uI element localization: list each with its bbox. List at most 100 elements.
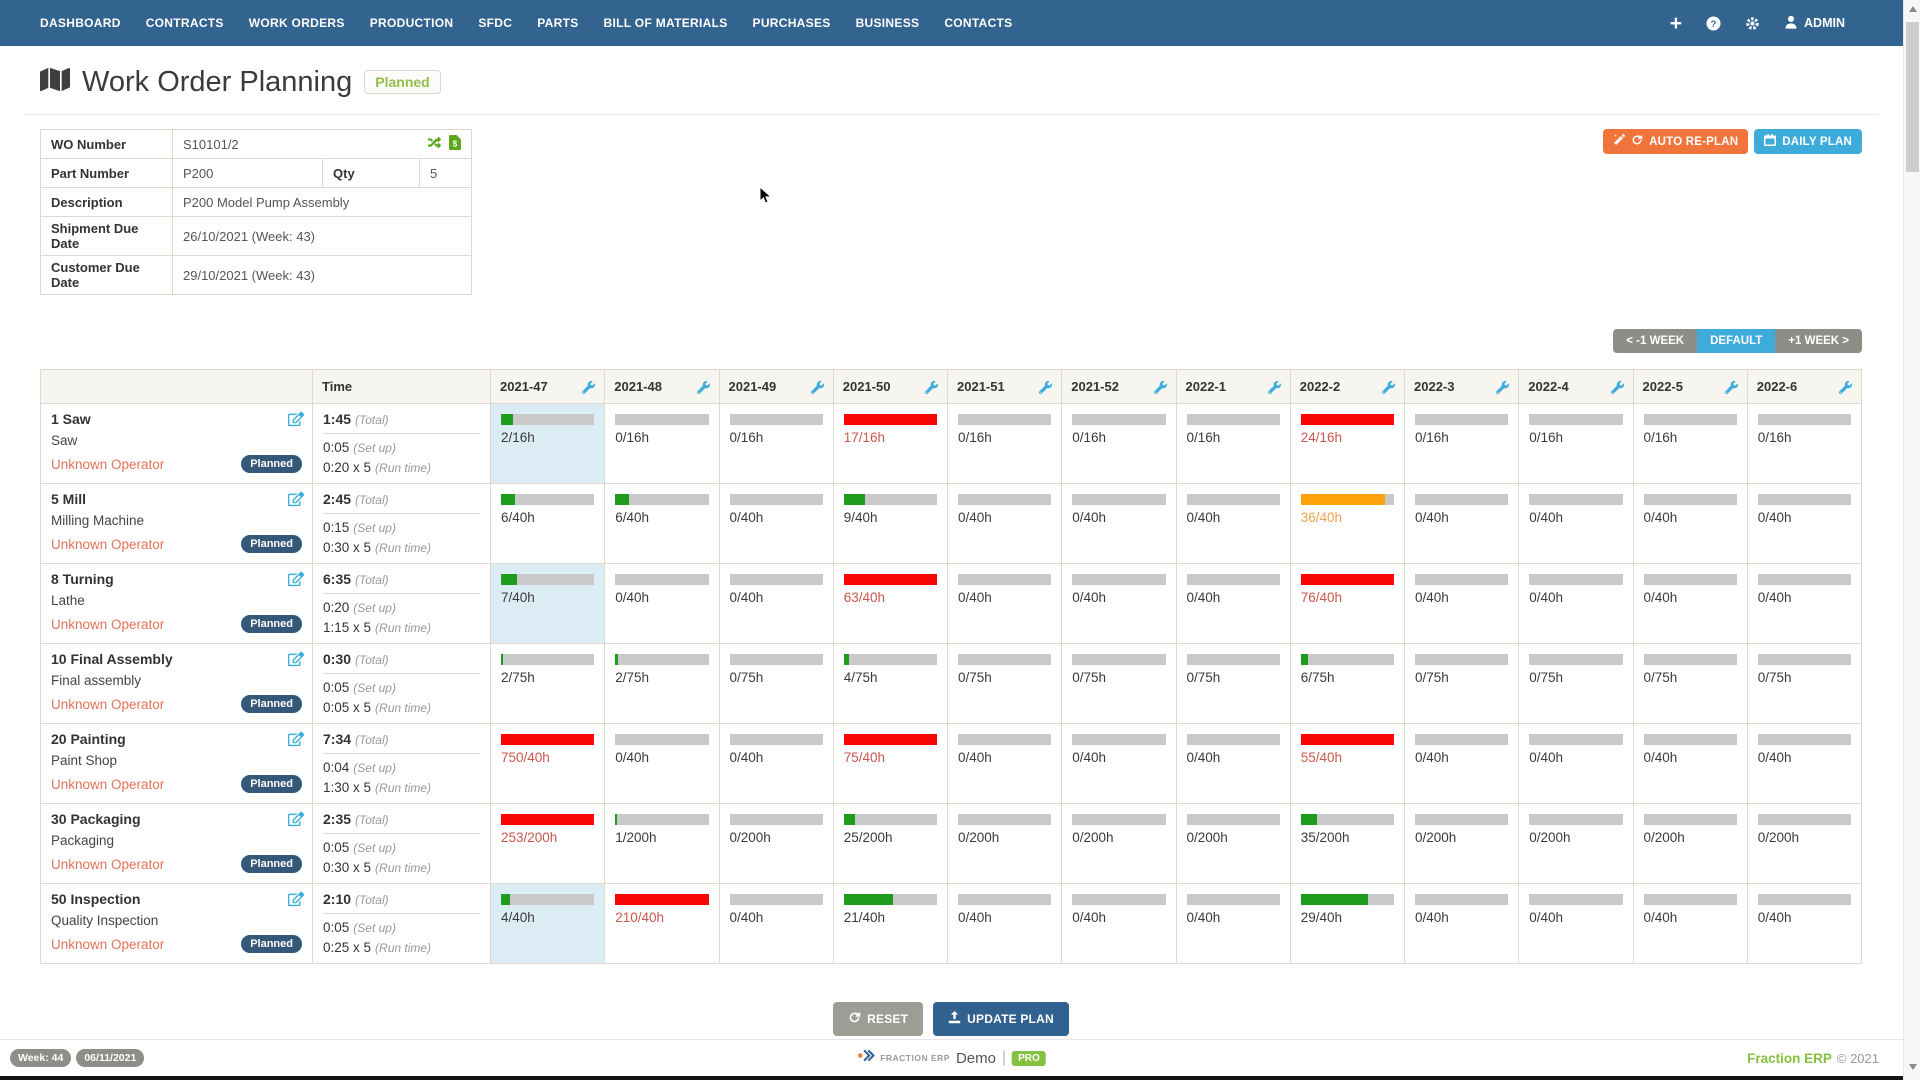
load-cell-10-final-assembly-2022-2[interactable]: 6/75h [1289,643,1406,724]
wrench-icon[interactable] [1039,381,1053,394]
load-cell-10-final-assembly-2021-51[interactable]: 0/75h [946,643,1063,724]
load-cell-20-painting-2021-51[interactable]: 0/40h [946,723,1063,804]
load-cell-50-inspection-2022-2[interactable]: 29/40h [1289,883,1406,964]
load-cell-20-painting-2021-49[interactable]: 0/40h [718,723,834,804]
load-cell-8-turning-2022-4[interactable]: 0/40h [1518,563,1634,644]
load-cell-20-painting-2021-52[interactable]: 0/40h [1061,723,1177,804]
edit-icon[interactable] [288,891,304,912]
scrollbar-up-arrow[interactable] [1908,6,1917,12]
edit-icon[interactable] [288,731,304,752]
wrench-icon[interactable] [696,381,710,394]
load-cell-10-final-assembly-2021-48[interactable]: 2/75h [604,643,720,724]
edit-icon[interactable] [288,651,304,672]
load-cell-20-painting-2021-47[interactable]: 750/40h [489,723,606,804]
load-cell-30-packaging-2022-2[interactable]: 35/200h [1289,803,1406,884]
load-cell-10-final-assembly-2022-3[interactable]: 0/75h [1403,643,1520,724]
default-week-button[interactable]: DEFAULT [1697,329,1776,353]
operator-link[interactable]: Unknown Operator [51,696,165,712]
plus-icon[interactable]: + [1669,11,1683,35]
update-plan-button[interactable]: UPDATE PLAN [933,1002,1069,1036]
load-cell-30-packaging-2021-48[interactable]: 1/200h [604,803,720,884]
load-cell-10-final-assembly-2022-4[interactable]: 0/75h [1518,643,1634,724]
load-cell-20-painting-2021-50[interactable]: 75/40h [832,723,949,804]
load-cell-1-saw-2021-48[interactable]: 0/16h [604,403,720,484]
load-cell-1-saw-2022-5[interactable]: 0/16h [1632,403,1748,484]
load-cell-30-packaging-2021-49[interactable]: 0/200h [718,803,834,884]
load-cell-5-mill-2022-2[interactable]: 36/40h [1289,483,1406,564]
load-cell-1-saw-2022-6[interactable]: 0/16h [1746,403,1863,484]
load-cell-8-turning-2021-47[interactable]: 7/40h [489,563,606,644]
edit-icon[interactable] [288,411,304,432]
nav-item-parts[interactable]: PARTS [537,16,579,30]
load-cell-30-packaging-2021-52[interactable]: 0/200h [1061,803,1177,884]
load-cell-50-inspection-2021-47[interactable]: 4/40h [489,883,606,964]
nav-item-work-orders[interactable]: WORK ORDERS [248,16,345,30]
load-cell-8-turning-2021-48[interactable]: 0/40h [604,563,720,644]
load-cell-20-painting-2022-2[interactable]: 55/40h [1289,723,1406,804]
file-invoice-dollar-icon[interactable]: $ [449,135,461,153]
load-cell-1-saw-2022-2[interactable]: 24/16h [1289,403,1406,484]
load-cell-50-inspection-2022-3[interactable]: 0/40h [1403,883,1520,964]
load-cell-30-packaging-2022-5[interactable]: 0/200h [1632,803,1748,884]
load-cell-8-turning-2022-6[interactable]: 0/40h [1746,563,1863,644]
load-cell-20-painting-2022-3[interactable]: 0/40h [1403,723,1520,804]
load-cell-8-turning-2022-2[interactable]: 76/40h [1289,563,1406,644]
next-week-button[interactable]: +1 WEEK > [1775,329,1862,353]
load-cell-20-painting-2022-4[interactable]: 0/40h [1518,723,1634,804]
load-cell-10-final-assembly-2022-5[interactable]: 0/75h [1632,643,1748,724]
gear-icon[interactable] [1745,16,1760,31]
load-cell-8-turning-2021-49[interactable]: 0/40h [718,563,834,644]
help-icon[interactable]: ? [1706,15,1721,31]
auto-replan-button[interactable]: AUTO RE-PLAN [1603,129,1749,154]
shuffle-icon[interactable] [427,136,442,152]
load-cell-10-final-assembly-2022-6[interactable]: 0/75h [1746,643,1863,724]
operator-link[interactable]: Unknown Operator [51,936,165,952]
load-cell-8-turning-2022-3[interactable]: 0/40h [1403,563,1520,644]
load-cell-8-turning-2021-50[interactable]: 63/40h [832,563,949,644]
nav-item-sfdc[interactable]: SFDC [478,16,513,30]
load-cell-5-mill-2021-50[interactable]: 9/40h [832,483,949,564]
nav-item-contacts[interactable]: CONTACTS [944,16,1013,30]
load-cell-5-mill-2021-49[interactable]: 0/40h [718,483,834,564]
load-cell-20-painting-2022-6[interactable]: 0/40h [1746,723,1863,804]
load-cell-10-final-assembly-2021-50[interactable]: 4/75h [832,643,949,724]
wrench-icon[interactable] [1153,381,1167,394]
wrench-icon[interactable] [1496,381,1510,394]
wrench-icon[interactable] [925,381,938,394]
load-cell-30-packaging-2022-4[interactable]: 0/200h [1518,803,1634,884]
load-cell-50-inspection-2021-48[interactable]: 210/40h [604,883,720,964]
edit-icon[interactable] [288,491,304,512]
load-cell-1-saw-2022-1[interactable]: 0/16h [1175,403,1291,484]
user-menu[interactable]: ADMIN [1784,15,1845,32]
operator-link[interactable]: Unknown Operator [51,616,165,632]
load-cell-1-saw-2021-50[interactable]: 17/16h [832,403,949,484]
load-cell-8-turning-2022-5[interactable]: 0/40h [1632,563,1748,644]
prev-week-button[interactable]: < -1 WEEK [1613,329,1698,353]
load-cell-1-saw-2021-51[interactable]: 0/16h [946,403,1063,484]
load-cell-50-inspection-2021-49[interactable]: 0/40h [718,883,834,964]
load-cell-30-packaging-2021-50[interactable]: 25/200h [832,803,949,884]
reset-button[interactable]: RESET [833,1002,924,1036]
load-cell-10-final-assembly-2021-52[interactable]: 0/75h [1061,643,1177,724]
load-cell-30-packaging-2021-51[interactable]: 0/200h [946,803,1063,884]
operator-link[interactable]: Unknown Operator [51,536,165,552]
load-cell-1-saw-2022-3[interactable]: 0/16h [1403,403,1520,484]
wrench-icon[interactable] [582,381,596,394]
wrench-icon[interactable] [1267,381,1281,394]
load-cell-5-mill-2022-5[interactable]: 0/40h [1632,483,1748,564]
load-cell-8-turning-2022-1[interactable]: 0/40h [1175,563,1291,644]
load-cell-30-packaging-2021-47[interactable]: 253/200h [489,803,606,884]
load-cell-10-final-assembly-2022-1[interactable]: 0/75h [1175,643,1291,724]
nav-item-purchases[interactable]: PURCHASES [752,16,831,30]
wrench-icon[interactable] [1610,381,1624,394]
load-cell-50-inspection-2022-1[interactable]: 0/40h [1175,883,1291,964]
load-cell-50-inspection-2022-5[interactable]: 0/40h [1632,883,1748,964]
nav-item-contracts[interactable]: CONTRACTS [145,16,224,30]
wrench-icon[interactable] [1382,381,1395,394]
load-cell-8-turning-2021-51[interactable]: 0/40h [946,563,1063,644]
load-cell-5-mill-2022-6[interactable]: 0/40h [1746,483,1863,564]
operator-link[interactable]: Unknown Operator [51,776,165,792]
nav-item-business[interactable]: BUSINESS [855,16,920,30]
wrench-icon[interactable] [1839,381,1852,394]
load-cell-20-painting-2021-48[interactable]: 0/40h [604,723,720,804]
